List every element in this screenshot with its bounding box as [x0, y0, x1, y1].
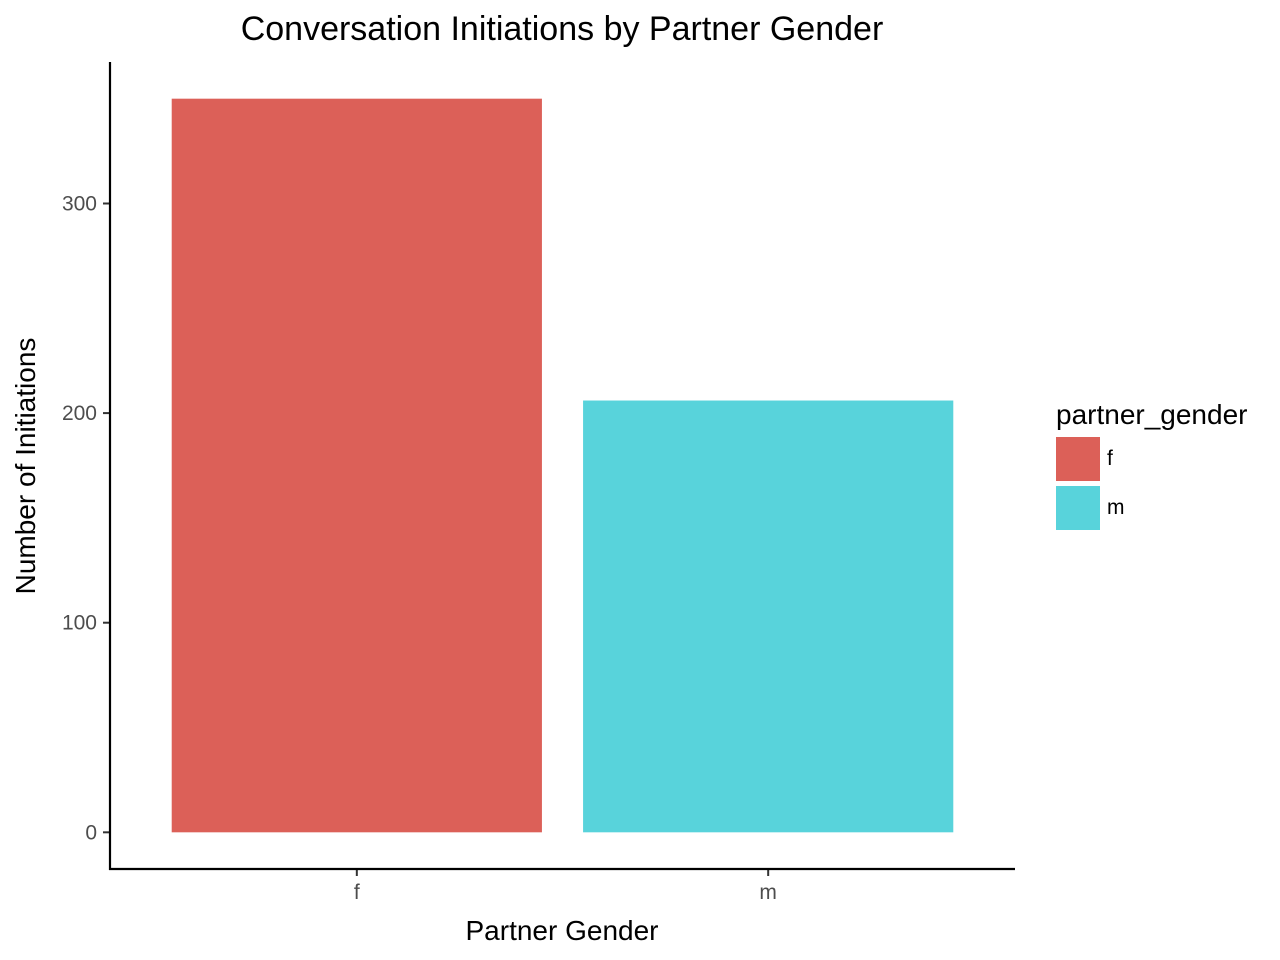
chart-title: Conversation Initiations by Partner Gend… [241, 10, 884, 48]
bars [171, 98, 954, 833]
y-tick-label: 200 [62, 402, 97, 425]
x-tick-label: m [759, 881, 777, 904]
y-tick-label: 0 [85, 821, 97, 844]
y-tick-label: 100 [62, 612, 97, 635]
legend: partner_gender fm [1056, 399, 1247, 530]
legend-swatch-m [1056, 486, 1100, 530]
legend-label-m: m [1107, 496, 1125, 519]
y-tick-label: 300 [62, 192, 97, 215]
bar-m [583, 400, 954, 833]
y-axis-ticks: 0 100 200 300 [62, 192, 110, 844]
y-axis-title: Number of Initiations [10, 338, 41, 595]
legend-entries: fm [1056, 437, 1125, 530]
legend-label-f: f [1107, 447, 1113, 470]
legend-swatch-f [1056, 437, 1100, 481]
bar-f [171, 98, 542, 833]
x-axis-title: Partner Gender [466, 915, 659, 946]
x-tick-label: f [354, 881, 360, 904]
legend-title: partner_gender [1056, 399, 1247, 430]
